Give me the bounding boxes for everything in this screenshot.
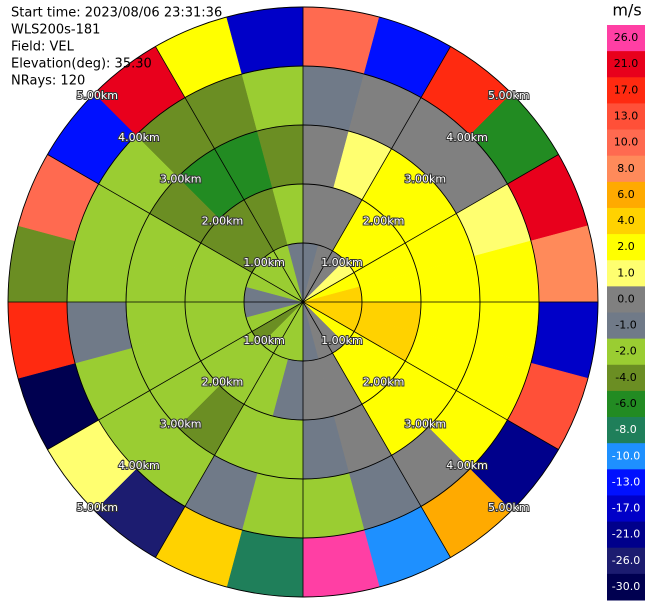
ppi-field: [7, 6, 599, 598]
range-ring-label: 3.00km: [160, 173, 202, 186]
colorbar-label: -17.0: [612, 502, 640, 515]
colorbar-label: 13.0: [614, 109, 639, 122]
colorbar-label: -10.0: [612, 449, 640, 462]
colorbar-label: 26.0: [614, 31, 639, 44]
colorbar-segment: [607, 417, 645, 444]
colorbar-segment: [607, 181, 645, 209]
range-ring-label: 4.00km: [446, 459, 488, 472]
range-ring-label: 4.00km: [446, 131, 488, 144]
colorbar-label: 2.0: [617, 240, 635, 253]
range-ring-label: 1.00km: [243, 334, 285, 347]
colorbar-segment: [607, 129, 645, 157]
colorbar-segment: [607, 573, 645, 601]
range-ring: [243, 242, 363, 362]
colorbar-label: 4.0: [617, 214, 635, 227]
range-ring-label: 5.00km: [488, 501, 530, 514]
colorbar-label: -2.0: [615, 345, 636, 358]
colorbar-label: 6.0: [617, 188, 635, 201]
colorbar-label: -8.0: [615, 423, 636, 436]
range-ring-label: 2.00km: [202, 214, 244, 227]
range-ring-label: 3.00km: [160, 417, 202, 430]
colorbar-label: -6.0: [615, 397, 636, 410]
range-ring-label: 1.00km: [321, 256, 363, 269]
colorbar-segment: [607, 25, 645, 52]
colorbar-segment: [607, 364, 645, 392]
colorbar-segment: [607, 77, 645, 104]
range-ring: [66, 65, 540, 539]
colorbar-segment: [607, 234, 645, 261]
range-ring: [7, 6, 599, 598]
colorbar-segment: [607, 207, 645, 235]
colorbar-segment: [607, 469, 645, 496]
colorbar-segment: [607, 312, 645, 340]
overlay: 1.00km 1.00km 1.00km 1.00km 2.00km 2.00km 2.00…: [7, 6, 599, 598]
colorbar-label: 17.0: [614, 83, 639, 96]
header-line: Field: VEL: [11, 40, 75, 55]
header-line: Elevation(deg): 35.30: [11, 57, 152, 72]
colorbar-label: -30.0: [612, 580, 640, 593]
colorbar-label: 10.0: [614, 136, 639, 149]
colorbar-segment: [607, 338, 645, 366]
colorbar-label: 1.0: [617, 266, 635, 279]
colorbar-segment: [607, 443, 645, 470]
colorbar-label: -13.0: [612, 475, 640, 488]
colorbar-label: -21.0: [612, 528, 640, 541]
range-ring: [184, 183, 422, 421]
colorbar: 26.0 21.0 17.0 13.0 10.0 8.0 6.0 4.0 2.0 1.0 0.0 -1…: [607, 25, 645, 601]
colorbar-segment: [607, 155, 645, 183]
header-line: NRays: 120: [11, 74, 85, 89]
range-ring-label: 2.00km: [363, 214, 405, 227]
range-ring-label: 4.00km: [118, 459, 160, 472]
colorbar-label: 21.0: [614, 57, 639, 70]
colorbar-segment: [607, 286, 645, 313]
colorbar-segment: [607, 51, 645, 78]
header-line: WLS200s-181: [11, 23, 100, 38]
range-ring-label: 4.00km: [118, 131, 160, 144]
range-ring-label: 2.00km: [202, 376, 244, 389]
colorbar-label: -1.0: [615, 319, 636, 332]
colorbar-unit: m/s: [612, 1, 641, 20]
range-ring-label: 5.00km: [76, 89, 118, 102]
spoke: [155, 46, 451, 558]
range-ring-label: 3.00km: [405, 417, 447, 430]
colorbar-segment: [607, 547, 645, 575]
range-ring-label: 1.00km: [243, 256, 285, 269]
colorbar-segment: [607, 260, 645, 287]
range-ring: [125, 124, 481, 480]
range-ring-label: 5.00km: [488, 89, 530, 102]
colorbar-label: -4.0: [615, 371, 636, 384]
colorbar-label: 8.0: [617, 162, 635, 175]
range-ring-label: 1.00km: [321, 334, 363, 347]
colorbar-segment: [607, 390, 645, 418]
header-line: Start time: 2023/08/06 23:31:36: [11, 6, 222, 21]
colorbar-segment: [607, 103, 645, 131]
colorbar-segment: [607, 495, 645, 523]
range-ring-label: 3.00km: [405, 173, 447, 186]
range-ring-label: 2.00km: [363, 376, 405, 389]
range-ring-label: 5.00km: [76, 501, 118, 514]
colorbar-label: 0.0: [617, 292, 635, 305]
colorbar-label: -26.0: [612, 554, 640, 567]
colorbar-segment: [607, 521, 645, 549]
